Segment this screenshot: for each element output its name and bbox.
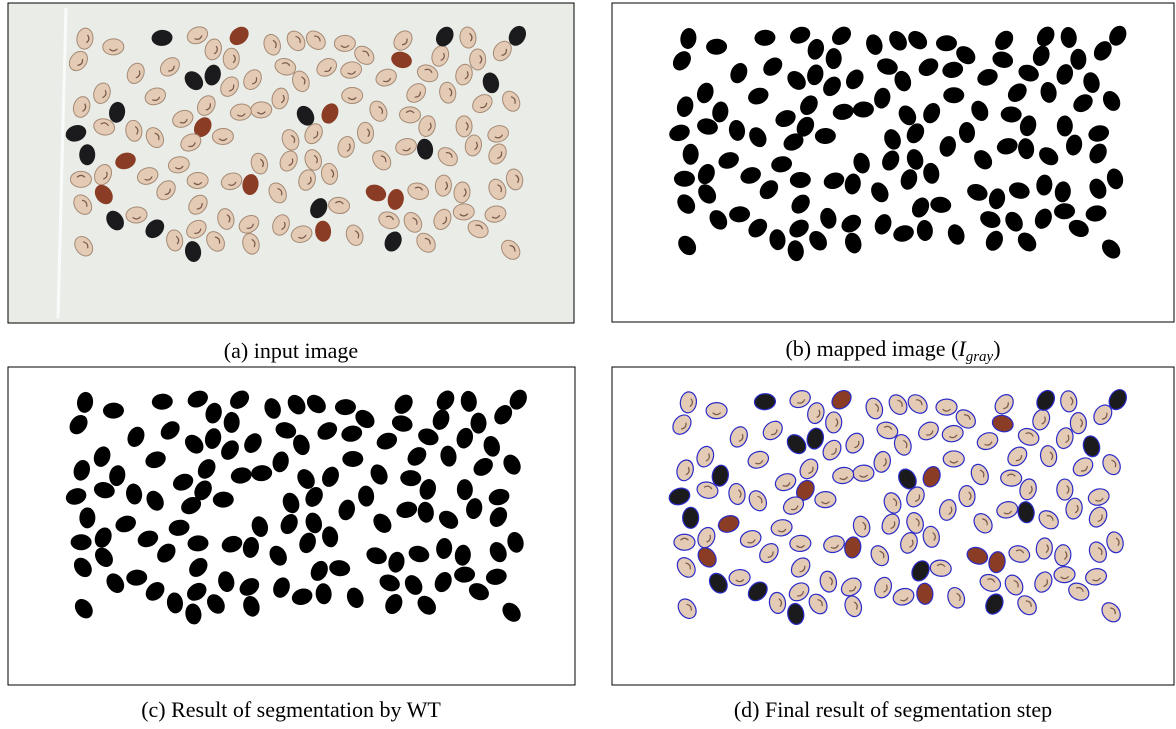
image-panel	[612, 3, 1174, 322]
bean	[456, 116, 472, 137]
caption-text: )	[993, 336, 1000, 361]
bean	[342, 87, 363, 103]
bean	[470, 49, 486, 70]
bean	[223, 48, 240, 70]
image-panel	[8, 3, 574, 323]
figure: (a) input image (b) mapped image (Igray)…	[0, 0, 1176, 729]
bean	[815, 491, 837, 508]
bean	[674, 534, 695, 550]
bean	[399, 106, 421, 123]
image-panel	[612, 367, 1174, 685]
bean	[1057, 479, 1073, 500]
bean	[706, 402, 727, 419]
caption: (a) input image	[224, 338, 358, 363]
page: (a) input image (b) mapped image (Igray)…	[0, 0, 1176, 729]
caption-subscript: gray	[966, 349, 994, 365]
bean	[943, 451, 964, 467]
bean	[674, 171, 695, 187]
bean	[71, 534, 92, 550]
bean	[936, 399, 957, 415]
bean	[1070, 413, 1086, 434]
bean	[789, 535, 811, 552]
bean	[1054, 566, 1076, 583]
bean	[334, 35, 355, 51]
caption-text: (b) mapped image (	[785, 336, 958, 361]
bean	[70, 171, 91, 187]
image-panel	[8, 367, 575, 685]
bean	[212, 128, 234, 145]
bean	[103, 39, 124, 56]
bean	[683, 507, 699, 528]
caption: (c) Result of segmentation by WT	[141, 697, 441, 722]
bean	[1000, 470, 1022, 487]
caption: (d) Final result of segmentation step	[734, 697, 1052, 722]
caption: (b) mapped image (Igray)	[785, 336, 1000, 365]
bean	[825, 412, 842, 434]
